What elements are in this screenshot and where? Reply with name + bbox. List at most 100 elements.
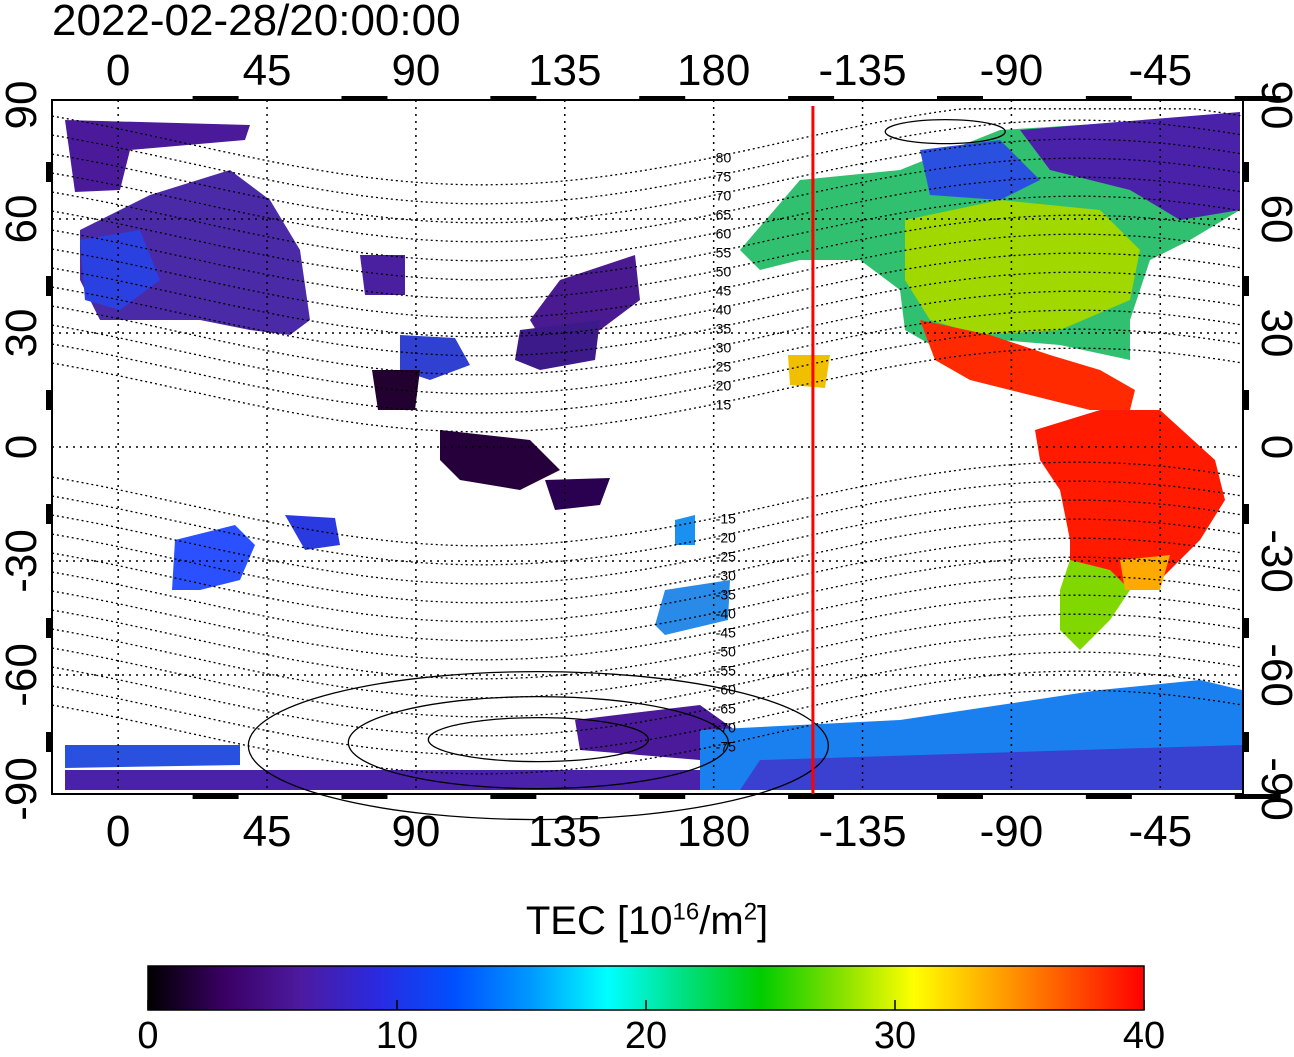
- magnetic-latitude-label: -75: [716, 738, 736, 754]
- right-latitude-label: 90: [1252, 81, 1294, 130]
- magnetic-latitude-label: 55: [716, 244, 732, 260]
- magnetic-pole-contour: [247, 670, 829, 821]
- magnetic-latitude-label: 30: [716, 339, 732, 355]
- magnetic-latitude-label: -60: [716, 681, 736, 697]
- magnetic-latitude-line: [51, 157, 1244, 243]
- magnetic-latitude-label: 15: [716, 396, 732, 412]
- axis-tick-bar: [192, 794, 239, 799]
- axis-tick-bar: [639, 96, 686, 101]
- magnetic-latitude-line: [51, 138, 1244, 224]
- colorbar-title: TEC [1016/m2]: [525, 898, 769, 943]
- axis-tick-bar: [1234, 96, 1281, 101]
- axis-labels: 0 45 90 135 180 -135 -90 -45 0 45 90 135 180 -135 -90 -…: [0, 46, 1294, 856]
- axis-tick-bar: [936, 794, 983, 799]
- magnetic-latitude-line: [51, 347, 1244, 433]
- axis-tick-bar: [490, 96, 537, 101]
- bottom-longitude-label: 45: [243, 807, 292, 856]
- axis-tick-bar: [639, 794, 686, 799]
- axis-tick-bar: [46, 504, 52, 524]
- left-latitude-label: -90: [0, 757, 46, 821]
- axis-tick-bar: [788, 794, 835, 799]
- magnetic-latitude-line: [51, 195, 1244, 281]
- magnetic-pole-contour: [347, 695, 729, 790]
- left-latitude-label: -60: [0, 643, 46, 707]
- magnetic-latitude-line: [51, 290, 1244, 376]
- magnetic-latitude-label: -30: [716, 567, 736, 583]
- bottom-longitude-label: -45: [1128, 807, 1192, 856]
- axis-tick-bar: [1243, 504, 1249, 524]
- axis-tick-bar: [46, 732, 52, 752]
- left-latitude-label: 60: [0, 195, 46, 244]
- axis-tick-bar: [46, 276, 52, 296]
- axis-tick-bar: [192, 96, 239, 101]
- magnetic-latitude-line: [51, 480, 1244, 566]
- magnetic-latitude-label: 35: [716, 320, 732, 336]
- tec-data-patches: [65, 112, 1242, 790]
- magnetic-latitude-label: -20: [716, 529, 736, 545]
- colorbar-tick-label: 40: [1122, 1015, 1166, 1057]
- magnetic-latitude-line: [51, 651, 1244, 737]
- right-latitude-label: 0: [1252, 435, 1294, 459]
- left-latitude-label: -30: [0, 529, 46, 593]
- axis-tick-bar: [936, 96, 983, 101]
- magnetic-latitude-line: [51, 575, 1244, 661]
- axis-tick-bar: [46, 162, 52, 182]
- axis-tick-bar: [1243, 390, 1249, 410]
- magnetic-latitude-line: [51, 214, 1244, 300]
- colorbar-ticks: [147, 1000, 1145, 1010]
- right-latitude-label: -30: [1252, 529, 1294, 593]
- top-longitude-label: -90: [980, 46, 1044, 95]
- top-longitude-label: 45: [243, 46, 292, 95]
- magnetic-latitude-label: -70: [716, 719, 736, 735]
- magnetic-latitude-label: 75: [716, 168, 732, 184]
- left-latitude-label: 90: [0, 81, 46, 130]
- axis-tick-bar: [1085, 96, 1132, 101]
- magnetic-latitude-line: [51, 461, 1244, 547]
- magnetic-latitude-line: [51, 176, 1244, 262]
- magnetic-latitude-line: [51, 108, 1244, 186]
- magnetic-latitude-line: [51, 309, 1244, 395]
- axis-tick-bar: [1243, 162, 1249, 182]
- magnetic-latitude-line: [51, 499, 1244, 585]
- magnetic-latitude-label: 45: [716, 282, 732, 298]
- magnetic-latitude-line: [51, 328, 1244, 414]
- axis-tick-bar: [46, 390, 52, 410]
- bottom-longitude-label: -90: [980, 807, 1044, 856]
- left-latitude-label: 30: [0, 309, 46, 358]
- magnetic-pole-contour: [884, 118, 1006, 145]
- magnetic-latitude-label: 65: [716, 206, 732, 222]
- magnetic-latitude-label: -55: [716, 662, 736, 678]
- top-longitude-label: -135: [819, 46, 907, 95]
- bottom-longitude-label: 0: [106, 807, 130, 856]
- colorbar-tick-label: 10: [375, 1015, 419, 1057]
- magnetic-latitude-label: -15: [716, 510, 736, 526]
- top-longitude-label: 0: [106, 46, 130, 95]
- magnetic-latitude-line: [51, 594, 1244, 680]
- magnetic-latitude-label: 50: [716, 263, 732, 279]
- magnetic-latitude-line: [51, 613, 1244, 699]
- top-longitude-label: -45: [1128, 46, 1192, 95]
- magnetic-latitude-line: [51, 252, 1244, 338]
- magnetic-latitude-line: [51, 518, 1244, 604]
- axis-tick-bar: [46, 618, 52, 638]
- magnetic-latitude-line: [51, 689, 1244, 775]
- right-latitude-label: -60: [1252, 643, 1294, 707]
- magnetic-latitude-label: -40: [716, 605, 736, 621]
- magnetic-latitude-label: -65: [716, 700, 736, 716]
- top-longitude-label: 135: [528, 46, 601, 95]
- colorbar-tick-label: 20: [624, 1015, 668, 1057]
- magnetic-latitude-label: 20: [716, 377, 732, 393]
- magnetic-latitude-line: [51, 537, 1244, 623]
- colorbar-tick-label: 0: [137, 1015, 159, 1057]
- graticule: [46, 96, 1281, 799]
- axis-tick-bar: [1243, 618, 1249, 638]
- magnetic-latitude-line: [51, 670, 1244, 756]
- top-longitude-label: 90: [391, 46, 440, 95]
- magnetic-latitude-labels: 80 75 70 65 60 55 50 45 40 35 30 25 20 15 -15 -20 -25 -30…: [716, 149, 736, 754]
- magnetic-pole-contour: [427, 716, 649, 763]
- bottom-longitude-label: 180: [677, 807, 750, 856]
- magnetic-latitude-label: -35: [716, 586, 736, 602]
- magnetic-latitude-label: 40: [716, 301, 732, 317]
- map-timestamp: 2022-02-28/20:00:00: [52, 0, 461, 45]
